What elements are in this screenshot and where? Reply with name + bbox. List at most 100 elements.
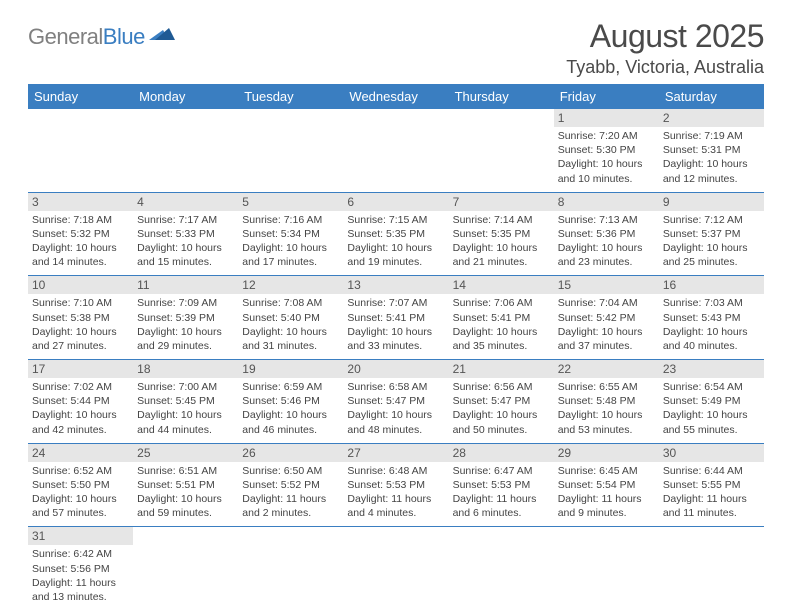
calendar-cell: 16Sunrise: 7:03 AMSunset: 5:43 PMDayligh… bbox=[659, 276, 764, 360]
day-line bbox=[558, 562, 655, 576]
day-line: Daylight: 10 hours bbox=[242, 325, 339, 339]
day-line: Sunrise: 6:48 AM bbox=[347, 464, 444, 478]
day-line: Sunrise: 6:52 AM bbox=[32, 464, 129, 478]
day-body bbox=[238, 545, 343, 610]
day-line: and 48 minutes. bbox=[347, 423, 444, 437]
day-body: Sunrise: 6:55 AMSunset: 5:48 PMDaylight:… bbox=[554, 378, 659, 443]
day-line: Sunrise: 6:55 AM bbox=[558, 380, 655, 394]
day-line: Sunset: 5:41 PM bbox=[453, 311, 550, 325]
day-line: Sunset: 5:55 PM bbox=[663, 478, 760, 492]
day-line: Sunset: 5:51 PM bbox=[137, 478, 234, 492]
day-line: Daylight: 10 hours bbox=[242, 241, 339, 255]
day-line: Sunset: 5:49 PM bbox=[663, 394, 760, 408]
day-number: 6 bbox=[343, 193, 448, 211]
day-line bbox=[32, 172, 129, 186]
day-line bbox=[32, 129, 129, 143]
calendar-head: SundayMondayTuesdayWednesdayThursdayFrid… bbox=[28, 84, 764, 109]
day-number: 23 bbox=[659, 360, 764, 378]
location-subtitle: Tyabb, Victoria, Australia bbox=[566, 57, 764, 78]
day-line: Daylight: 10 hours bbox=[137, 408, 234, 422]
day-line: Sunrise: 7:15 AM bbox=[347, 213, 444, 227]
day-line: Daylight: 10 hours bbox=[558, 408, 655, 422]
day-line: Sunrise: 7:18 AM bbox=[32, 213, 129, 227]
day-number: 15 bbox=[554, 276, 659, 294]
day-line: Daylight: 11 hours bbox=[663, 492, 760, 506]
day-line: Daylight: 10 hours bbox=[137, 241, 234, 255]
day-number: 29 bbox=[554, 444, 659, 462]
day-number: 21 bbox=[449, 360, 554, 378]
day-line bbox=[137, 576, 234, 590]
day-number: 17 bbox=[28, 360, 133, 378]
day-number: 13 bbox=[343, 276, 448, 294]
day-line bbox=[453, 143, 550, 157]
day-line: Sunrise: 6:44 AM bbox=[663, 464, 760, 478]
day-line: Daylight: 10 hours bbox=[558, 325, 655, 339]
day-line: and 6 minutes. bbox=[453, 506, 550, 520]
day-body: Sunrise: 7:07 AMSunset: 5:41 PMDaylight:… bbox=[343, 294, 448, 359]
calendar-cell: 23Sunrise: 6:54 AMSunset: 5:49 PMDayligh… bbox=[659, 360, 764, 444]
day-line: and 27 minutes. bbox=[32, 339, 129, 353]
calendar-cell: 20Sunrise: 6:58 AMSunset: 5:47 PMDayligh… bbox=[343, 360, 448, 444]
day-line: Sunset: 5:43 PM bbox=[663, 311, 760, 325]
day-number: 12 bbox=[238, 276, 343, 294]
day-line: Sunrise: 7:09 AM bbox=[137, 296, 234, 310]
day-line: and 4 minutes. bbox=[347, 506, 444, 520]
day-number: 1 bbox=[554, 109, 659, 127]
day-number: 19 bbox=[238, 360, 343, 378]
day-line bbox=[347, 562, 444, 576]
day-line: Daylight: 11 hours bbox=[32, 576, 129, 590]
calendar-cell: 15Sunrise: 7:04 AMSunset: 5:42 PMDayligh… bbox=[554, 276, 659, 360]
day-body: Sunrise: 7:00 AMSunset: 5:45 PMDaylight:… bbox=[133, 378, 238, 443]
calendar-cell: 4Sunrise: 7:17 AMSunset: 5:33 PMDaylight… bbox=[133, 192, 238, 276]
day-line: Sunrise: 6:45 AM bbox=[558, 464, 655, 478]
day-line: Sunset: 5:48 PM bbox=[558, 394, 655, 408]
day-line: Daylight: 10 hours bbox=[242, 408, 339, 422]
calendar-cell bbox=[554, 527, 659, 610]
day-line: Daylight: 11 hours bbox=[453, 492, 550, 506]
day-body: Sunrise: 7:09 AMSunset: 5:39 PMDaylight:… bbox=[133, 294, 238, 359]
day-line bbox=[137, 157, 234, 171]
day-body: Sunrise: 6:59 AMSunset: 5:46 PMDaylight:… bbox=[238, 378, 343, 443]
calendar-table: SundayMondayTuesdayWednesdayThursdayFrid… bbox=[28, 84, 764, 610]
day-line: Daylight: 11 hours bbox=[347, 492, 444, 506]
day-line: Sunrise: 7:13 AM bbox=[558, 213, 655, 227]
day-line: Sunset: 5:30 PM bbox=[558, 143, 655, 157]
day-line bbox=[663, 590, 760, 604]
day-line: Sunset: 5:40 PM bbox=[242, 311, 339, 325]
day-body: Sunrise: 6:58 AMSunset: 5:47 PMDaylight:… bbox=[343, 378, 448, 443]
day-line: and 14 minutes. bbox=[32, 255, 129, 269]
calendar-cell: 17Sunrise: 7:02 AMSunset: 5:44 PMDayligh… bbox=[28, 360, 133, 444]
day-line: Sunrise: 6:51 AM bbox=[137, 464, 234, 478]
day-line bbox=[137, 172, 234, 186]
day-body: Sunrise: 7:10 AMSunset: 5:38 PMDaylight:… bbox=[28, 294, 133, 359]
day-body: Sunrise: 6:52 AMSunset: 5:50 PMDaylight:… bbox=[28, 462, 133, 527]
day-line: Sunset: 5:31 PM bbox=[663, 143, 760, 157]
day-line: and 15 minutes. bbox=[137, 255, 234, 269]
day-line: and 37 minutes. bbox=[558, 339, 655, 353]
day-number: 31 bbox=[28, 527, 133, 545]
day-line: Sunrise: 6:42 AM bbox=[32, 547, 129, 561]
day-line: and 11 minutes. bbox=[663, 506, 760, 520]
day-body bbox=[343, 545, 448, 610]
day-line: Sunset: 5:32 PM bbox=[32, 227, 129, 241]
day-number: 4 bbox=[133, 193, 238, 211]
day-line bbox=[32, 157, 129, 171]
day-line: Sunset: 5:52 PM bbox=[242, 478, 339, 492]
day-line: Daylight: 10 hours bbox=[137, 492, 234, 506]
day-body: Sunrise: 7:04 AMSunset: 5:42 PMDaylight:… bbox=[554, 294, 659, 359]
day-line: Daylight: 10 hours bbox=[32, 492, 129, 506]
calendar-cell bbox=[133, 109, 238, 192]
day-line: Sunrise: 7:04 AM bbox=[558, 296, 655, 310]
calendar-cell: 2Sunrise: 7:19 AMSunset: 5:31 PMDaylight… bbox=[659, 109, 764, 192]
day-line bbox=[347, 547, 444, 561]
day-line: Daylight: 10 hours bbox=[663, 325, 760, 339]
day-line: and 40 minutes. bbox=[663, 339, 760, 353]
day-line: Daylight: 10 hours bbox=[663, 241, 760, 255]
day-body: Sunrise: 7:18 AMSunset: 5:32 PMDaylight:… bbox=[28, 211, 133, 276]
calendar-cell: 1Sunrise: 7:20 AMSunset: 5:30 PMDaylight… bbox=[554, 109, 659, 192]
day-number: 14 bbox=[449, 276, 554, 294]
weekday-header: Friday bbox=[554, 84, 659, 109]
day-line: Sunset: 5:47 PM bbox=[347, 394, 444, 408]
flag-icon bbox=[149, 26, 177, 49]
day-body: Sunrise: 7:19 AMSunset: 5:31 PMDaylight:… bbox=[659, 127, 764, 192]
